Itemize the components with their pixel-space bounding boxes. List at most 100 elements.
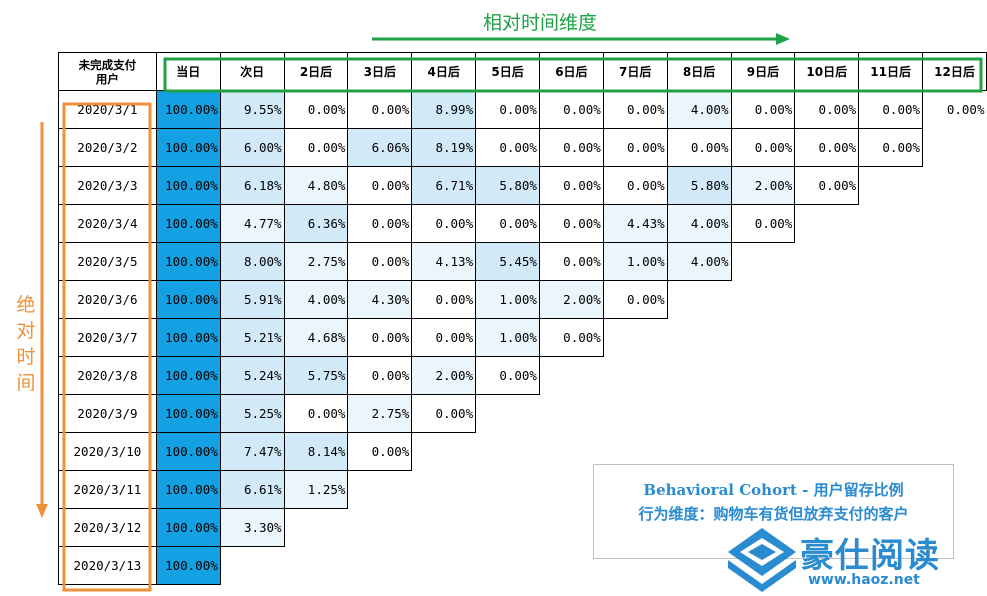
empty-cell bbox=[476, 547, 540, 585]
retention-cell: 5.91% bbox=[219, 280, 285, 319]
empty-cell bbox=[923, 319, 987, 357]
empty-cell bbox=[539, 395, 603, 433]
legend-subtitle: 行为维度：购物车有货但放弃支付的客户 bbox=[638, 505, 909, 523]
empty-cell bbox=[731, 357, 795, 395]
absolute-axis-label: 绝 对 时 间 bbox=[8, 292, 44, 396]
table-row: 2020/3/5 100.00% 8.00% 2.75% 0.00% 4.13% 5.45%… bbox=[58, 242, 987, 281]
empty-cell bbox=[412, 547, 476, 585]
retention-cell: 6.36% bbox=[283, 204, 349, 243]
empty-cell bbox=[795, 205, 859, 243]
empty-cell bbox=[859, 319, 923, 357]
table-row: 2020/3/7 100.00% 5.21% 4.68% 0.00% 0.00% 1.00%… bbox=[58, 318, 987, 357]
retention-cell: 5.80% bbox=[475, 166, 540, 205]
empty-cell bbox=[795, 243, 859, 281]
empty-cell bbox=[859, 205, 923, 243]
empty-cell bbox=[923, 243, 987, 281]
retention-cell: 2.00% bbox=[538, 280, 604, 319]
relative-arrow-head bbox=[776, 33, 790, 45]
retention-cell: 0.00% bbox=[922, 90, 987, 129]
empty-cell bbox=[667, 395, 731, 433]
empty-cell bbox=[348, 471, 412, 509]
legend-title: Behavioral Cohort - 用户留存比例 bbox=[643, 481, 904, 499]
empty-cell bbox=[348, 509, 412, 547]
empty-cell bbox=[923, 129, 987, 167]
retention-cell: 0.00% bbox=[602, 90, 668, 129]
empty-cell bbox=[731, 243, 795, 281]
retention-cell: 0.00% bbox=[347, 318, 413, 357]
cohort-date-cell: 2020/3/10 bbox=[58, 432, 157, 471]
retention-cell: 9.55% bbox=[219, 90, 285, 129]
retention-cell: 4.00% bbox=[666, 90, 732, 129]
retention-cell: 8.00% bbox=[219, 242, 285, 281]
retention-cell: 0.00% bbox=[283, 128, 349, 167]
retention-cell: 100.00% bbox=[155, 280, 221, 319]
retention-cell: 5.45% bbox=[475, 242, 540, 281]
empty-cell bbox=[412, 433, 476, 471]
retention-cell: 0.00% bbox=[538, 128, 604, 167]
column-header: 12日后 bbox=[922, 52, 987, 91]
absolute-axis-char: 对 bbox=[16, 320, 36, 342]
table-row: 2020/3/1 100.00% 9.55% 0.00% 0.00% 8.99% 0.00%… bbox=[58, 90, 987, 129]
empty-cell bbox=[284, 547, 348, 585]
retention-cell: 0.00% bbox=[411, 394, 477, 433]
retention-cell: 0.00% bbox=[538, 204, 604, 243]
empty-cell bbox=[667, 281, 731, 319]
column-header: 11日后 bbox=[858, 52, 924, 91]
retention-cell: 0.00% bbox=[475, 204, 540, 243]
cohort-date-cell: 2020/3/4 bbox=[58, 204, 157, 243]
empty-cell bbox=[859, 281, 923, 319]
absolute-axis-char: 时 bbox=[16, 346, 36, 368]
empty-cell bbox=[220, 547, 284, 585]
retention-cell: 0.00% bbox=[858, 90, 924, 129]
cohort-date-cell: 2020/3/13 bbox=[58, 546, 157, 585]
retention-cell: 0.00% bbox=[538, 242, 604, 281]
retention-cell: 0.00% bbox=[858, 128, 924, 167]
column-header: 7日后 bbox=[602, 52, 668, 91]
retention-cell: 6.71% bbox=[411, 166, 477, 205]
retention-cell: 1.00% bbox=[602, 242, 668, 281]
cohort-date-cell: 2020/3/8 bbox=[58, 356, 157, 395]
retention-cell: 6.61% bbox=[219, 470, 285, 509]
retention-cell: 0.00% bbox=[538, 166, 604, 205]
column-header: 次日 bbox=[219, 52, 285, 91]
retention-cell: 1.25% bbox=[283, 470, 349, 509]
retention-cell: 0.00% bbox=[475, 90, 540, 129]
column-header: 6日后 bbox=[538, 52, 604, 91]
empty-cell bbox=[795, 357, 859, 395]
cohort-date-cell: 2020/3/2 bbox=[58, 128, 157, 167]
table-row: 2020/3/2 100.00% 6.00% 0.00% 6.06% 8.19% 0.00%… bbox=[58, 128, 987, 167]
table-row: 2020/3/4 100.00% 4.77% 6.36% 0.00% 0.00% 0.00%… bbox=[58, 204, 987, 243]
retention-cell: 0.00% bbox=[538, 318, 604, 357]
empty-cell bbox=[284, 509, 348, 547]
retention-cell: 5.75% bbox=[283, 356, 349, 395]
column-header: 3日后 bbox=[347, 52, 413, 91]
retention-cell: 0.00% bbox=[347, 356, 413, 395]
column-header: 8日后 bbox=[666, 52, 732, 91]
retention-cell: 4.00% bbox=[666, 204, 732, 243]
retention-cell: 4.00% bbox=[666, 242, 732, 281]
retention-cell: 100.00% bbox=[155, 318, 221, 357]
corner-header-line: 用户 bbox=[95, 71, 119, 86]
relative-axis-label: 相对时间维度 bbox=[482, 12, 597, 34]
retention-cell: 4.30% bbox=[347, 280, 413, 319]
retention-cell: 0.00% bbox=[283, 90, 349, 129]
absolute-arrow-head bbox=[36, 504, 48, 518]
retention-cell: 0.00% bbox=[475, 356, 540, 395]
retention-cell: 4.80% bbox=[283, 166, 349, 205]
retention-cell: 5.80% bbox=[666, 166, 732, 205]
column-header: 10日后 bbox=[794, 52, 860, 91]
retention-cell: 100.00% bbox=[155, 166, 221, 205]
table-row: 2020/3/9 100.00% 5.25% 0.00% 2.75% 0.00% bbox=[58, 394, 987, 433]
retention-cell: 100.00% bbox=[155, 508, 221, 547]
retention-cell: 0.00% bbox=[347, 166, 413, 205]
retention-cell: 0.00% bbox=[730, 204, 796, 243]
retention-cell: 8.14% bbox=[283, 432, 349, 471]
retention-cell: 2.00% bbox=[730, 166, 796, 205]
retention-cell: 0.00% bbox=[347, 204, 413, 243]
retention-cell: 0.00% bbox=[602, 166, 668, 205]
empty-cell bbox=[923, 205, 987, 243]
empty-cell bbox=[859, 243, 923, 281]
retention-cell: 100.00% bbox=[155, 356, 221, 395]
cohort-date-cell: 2020/3/7 bbox=[58, 318, 157, 357]
absolute-axis-char: 间 bbox=[16, 372, 36, 394]
